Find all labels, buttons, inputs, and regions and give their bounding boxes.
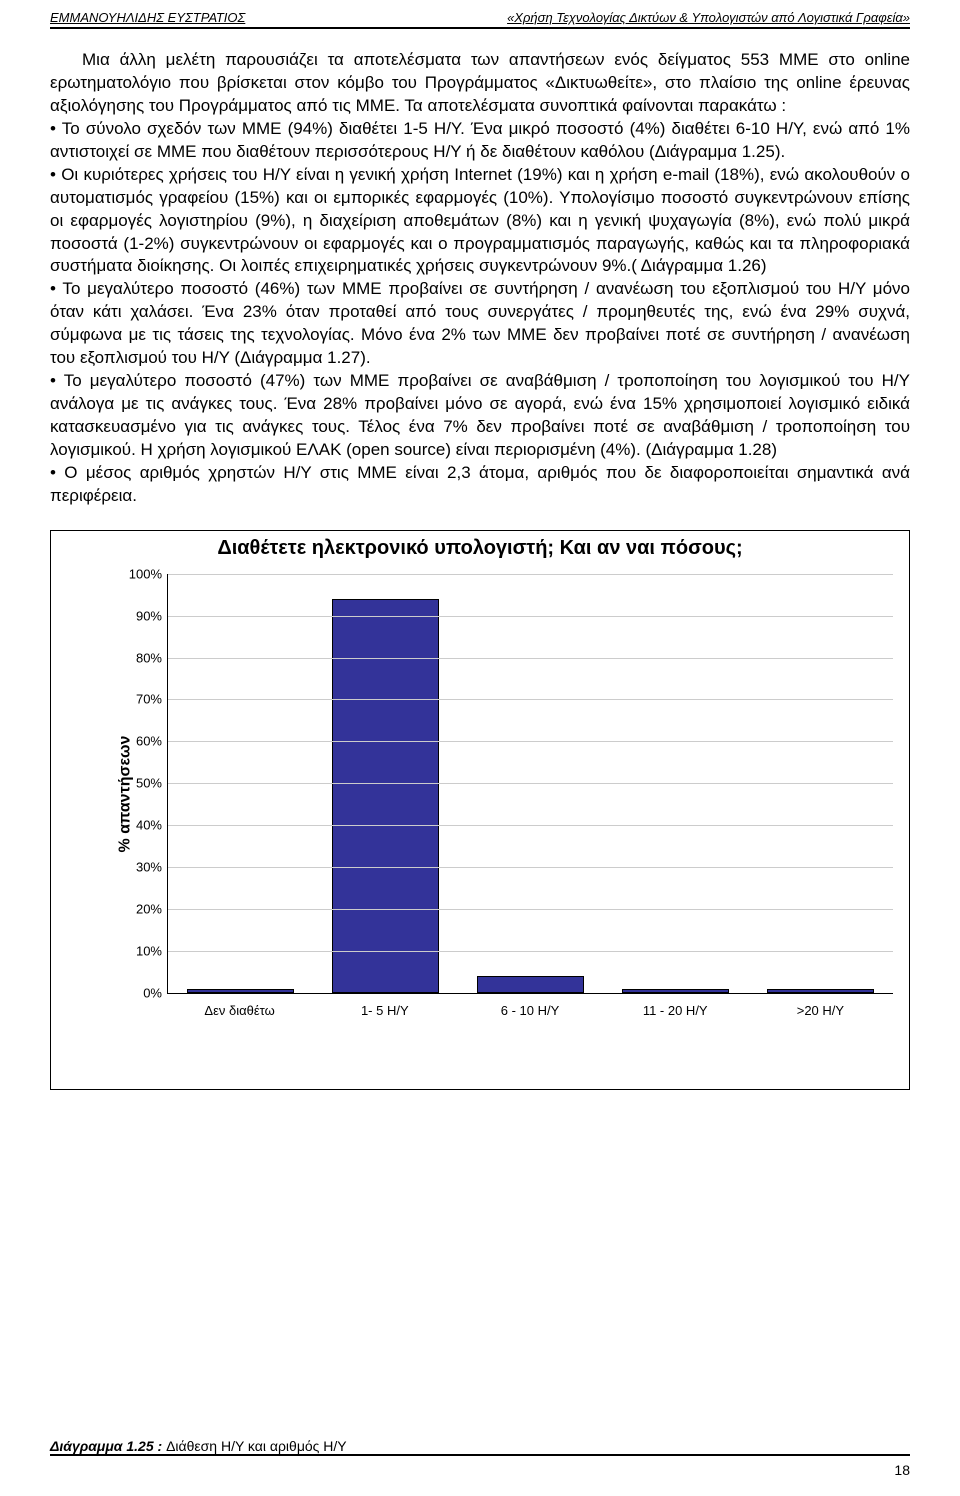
header-left: ΕΜΜΑΝΟΥΗΛΙΔΗΣ ΕΥΣΤΡΑΤΙΟΣ: [50, 10, 245, 25]
body-text: Μια άλλη μελέτη παρουσιάζει τα αποτελέσμ…: [50, 49, 910, 508]
gridline: [168, 783, 893, 784]
bullet-3: • Το μεγαλύτερο ποσοστό (46%) των ΜΜΕ πρ…: [50, 278, 910, 370]
ytick-label: 80%: [122, 650, 162, 665]
page-number: 18: [50, 1462, 910, 1478]
ytick-label: 50%: [122, 776, 162, 791]
gridline: [168, 867, 893, 868]
xtick-label: Δεν διαθέτω: [167, 1003, 312, 1018]
yaxis-label: % απαντήσεων: [116, 735, 134, 852]
ytick-label: 90%: [122, 608, 162, 623]
ytick-label: 30%: [122, 860, 162, 875]
gridline: [168, 699, 893, 700]
bar: [477, 976, 584, 993]
chart-plot-area: % απαντήσεων 0%10%20%30%40%50%60%70%80%9…: [127, 564, 893, 1024]
plot: 0%10%20%30%40%50%60%70%80%90%100%: [167, 574, 893, 994]
xtick-label: 1- 5 Η/Υ: [312, 1003, 457, 1018]
gridline: [168, 616, 893, 617]
ytick-label: 60%: [122, 734, 162, 749]
bar: [767, 989, 874, 993]
footer-rule: [50, 1454, 910, 1456]
gridline: [168, 951, 893, 952]
ytick-label: 40%: [122, 818, 162, 833]
bullet-2: • Οι κυριότερες χρήσεις του Η/Υ είναι η …: [50, 164, 910, 279]
caption-label: Διάγραμμα 1.25 :: [50, 1438, 166, 1454]
chart-title: Διαθέτετε ηλεκτρονικό υπολογιστή; Και αν…: [57, 537, 903, 560]
caption-text: Διάθεση Η/Υ και αριθμός Η/Υ: [166, 1438, 347, 1454]
ytick-label: 70%: [122, 692, 162, 707]
bar: [187, 989, 294, 993]
page-footer: Διάγραμμα 1.25 : Διάθεση Η/Υ και αριθμός…: [50, 1438, 910, 1478]
header-right: «Χρήση Τεχνολογίας Δικτύων & Υπολογιστών…: [507, 10, 910, 25]
page-header: ΕΜΜΑΝΟΥΗΛΙΔΗΣ ΕΥΣΤΡΑΤΙΟΣ «Χρήση Τεχνολογ…: [50, 0, 910, 29]
ytick-label: 0%: [122, 985, 162, 1000]
xtick-label: >20 Η/Υ: [748, 1003, 893, 1018]
gridline: [168, 741, 893, 742]
paragraph-intro: Μια άλλη μελέτη παρουσιάζει τα αποτελέσμ…: [50, 49, 910, 118]
chart-caption: Διάγραμμα 1.25 : Διάθεση Η/Υ και αριθμός…: [50, 1438, 910, 1454]
xtick-label: 11 - 20 Η/Υ: [603, 1003, 748, 1018]
gridline: [168, 825, 893, 826]
gridline: [168, 658, 893, 659]
bullet-5: • Ο μέσος αριθμός χρηστών Η/Υ στις ΜΜΕ ε…: [50, 462, 910, 508]
ytick-label: 20%: [122, 901, 162, 916]
xtick-label: 6 - 10 Η/Υ: [457, 1003, 602, 1018]
bullet-4: • Το μεγαλύτερο ποσοστό (47%) των ΜΜΕ πρ…: [50, 370, 910, 462]
bullet-1: • Το σύνολο σχεδόν των ΜΜΕ (94%) διαθέτε…: [50, 118, 910, 164]
bar: [622, 989, 729, 993]
gridline: [168, 909, 893, 910]
gridline: [168, 574, 893, 575]
chart-container: Διαθέτετε ηλεκτρονικό υπολογιστή; Και αν…: [50, 530, 910, 1090]
ytick-label: 100%: [122, 566, 162, 581]
xaxis-labels: Δεν διαθέτω1- 5 Η/Υ6 - 10 Η/Υ11 - 20 Η/Υ…: [167, 1003, 893, 1018]
ytick-label: 10%: [122, 943, 162, 958]
